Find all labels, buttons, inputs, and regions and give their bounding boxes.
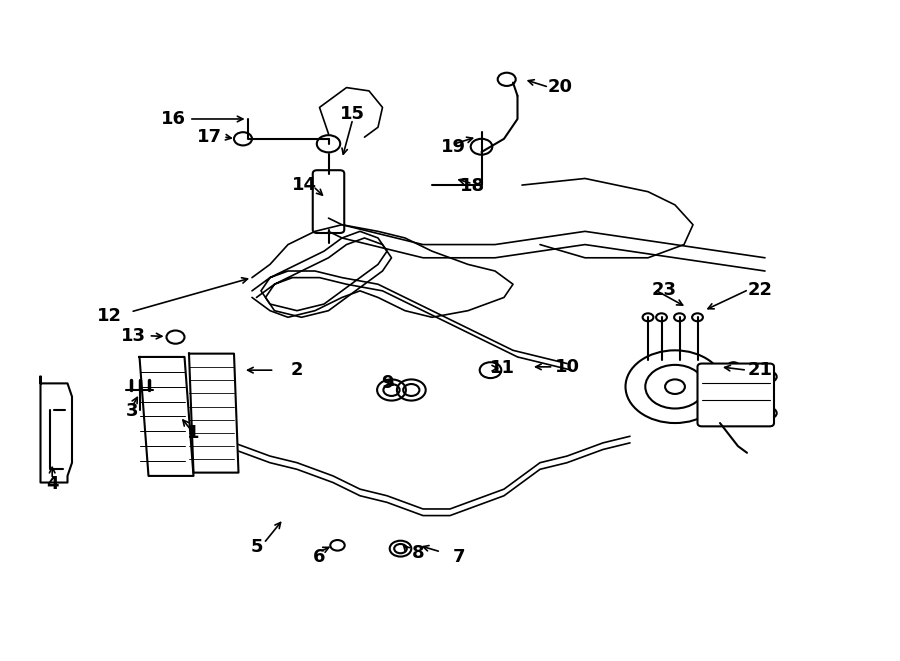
Text: 22: 22 — [748, 280, 773, 299]
Text: 8: 8 — [412, 544, 425, 563]
Text: 20: 20 — [547, 78, 572, 97]
Text: 12: 12 — [97, 307, 122, 325]
Polygon shape — [40, 377, 72, 483]
Text: 16: 16 — [161, 110, 186, 128]
Text: 1: 1 — [187, 424, 200, 442]
Text: 15: 15 — [340, 104, 365, 123]
FancyBboxPatch shape — [313, 171, 344, 233]
Text: 2: 2 — [291, 361, 303, 379]
Text: 4: 4 — [46, 475, 58, 493]
Polygon shape — [189, 354, 239, 473]
Text: 5: 5 — [250, 538, 263, 557]
Text: 17: 17 — [197, 128, 222, 146]
FancyBboxPatch shape — [698, 364, 774, 426]
Text: 7: 7 — [453, 547, 465, 566]
Text: 23: 23 — [652, 280, 677, 299]
Text: 3: 3 — [126, 402, 139, 420]
Text: 18: 18 — [460, 177, 485, 196]
Text: 19: 19 — [441, 137, 466, 156]
Text: 10: 10 — [554, 358, 580, 376]
Text: 9: 9 — [381, 374, 393, 393]
Text: 13: 13 — [121, 327, 146, 345]
Text: 14: 14 — [292, 176, 317, 194]
Text: 6: 6 — [313, 548, 326, 566]
Text: 21: 21 — [748, 361, 773, 379]
Text: 11: 11 — [490, 359, 515, 377]
Polygon shape — [140, 357, 194, 476]
